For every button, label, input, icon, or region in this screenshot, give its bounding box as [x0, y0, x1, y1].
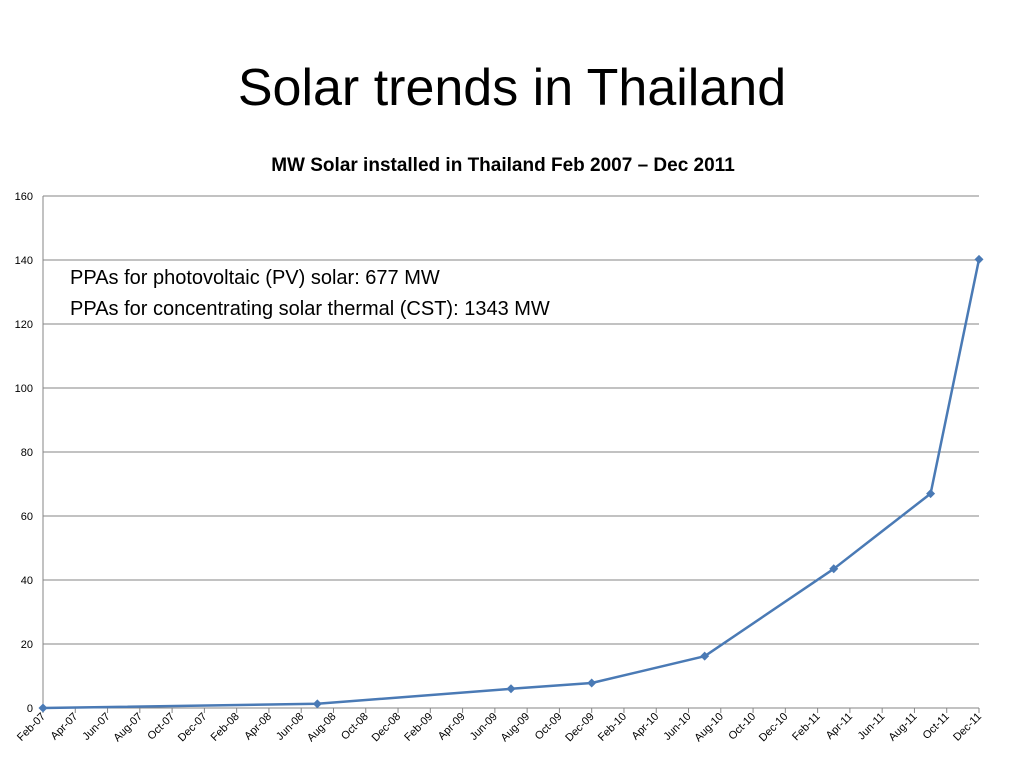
x-tick-label-16: Oct-09 — [533, 711, 565, 743]
x-tick-label-22: Oct-10 — [726, 711, 758, 743]
data-point-1 — [312, 699, 322, 709]
x-tick-label-6: Feb-08 — [209, 711, 242, 744]
x-tick-label-9: Aug-08 — [305, 711, 339, 745]
x-tick-label-18: Feb-10 — [596, 711, 629, 744]
annotation-cst: PPAs for concentrating solar thermal (CS… — [70, 298, 550, 320]
y-tick-label-20: 20 — [21, 639, 33, 651]
x-tick-label-26: Jun-11 — [856, 711, 888, 743]
x-tick-label-3: Aug-07 — [111, 711, 145, 745]
y-tick-label-60: 60 — [21, 511, 33, 523]
x-tick-label-10: Oct-08 — [339, 711, 371, 743]
chart-title: MW Solar installed in Thailand Feb 2007 … — [271, 155, 735, 176]
x-tick-label-12: Feb-09 — [402, 711, 435, 744]
x-tick-label-27: Aug-11 — [887, 711, 920, 744]
x-tick-label-19: Apr-10 — [630, 711, 662, 743]
data-point-4 — [700, 651, 710, 661]
y-tick-label-0: 0 — [27, 703, 33, 715]
data-point-3 — [587, 678, 597, 688]
data-point-2 — [506, 684, 516, 694]
y-tick-label-160: 160 — [15, 191, 33, 203]
x-tick-label-11: Dec-08 — [370, 711, 404, 745]
y-tick-label-80: 80 — [21, 447, 33, 459]
series-markers — [38, 254, 984, 713]
data-point-0 — [38, 703, 48, 713]
gridlines — [43, 195, 979, 645]
x-tick-label-23: Dec-10 — [757, 711, 791, 745]
x-tick-label-15: Aug-09 — [499, 711, 533, 745]
x-tick-label-25: Apr-11 — [824, 711, 855, 742]
annotation-pv: PPAs for photovoltaic (PV) solar: 677 MW — [70, 267, 440, 289]
y-tick-label-140: 140 — [15, 255, 33, 267]
x-tick-label-1: Apr-07 — [49, 711, 81, 743]
x-tick-label-8: Jun-08 — [274, 711, 306, 743]
slide-title: Solar trends in Thailand — [237, 59, 787, 117]
data-point-6 — [926, 489, 936, 499]
data-point-5 — [829, 564, 839, 574]
y-tick-label-100: 100 — [15, 383, 33, 395]
x-tick-label-0: Feb-07 — [15, 711, 48, 744]
x-tick-label-21: Aug-10 — [692, 711, 726, 745]
x-tick-label-2: Jun-07 — [80, 711, 112, 743]
x-tick-label-14: Jun-09 — [468, 711, 500, 743]
x-axis-ticks — [42, 708, 980, 713]
series-line — [42, 259, 981, 710]
y-tick-label-120: 120 — [15, 319, 33, 331]
y-tick-label-40: 40 — [21, 575, 33, 587]
x-tick-label-29: Dec-11 — [951, 711, 984, 744]
data-point-7 — [974, 254, 984, 264]
x-tick-label-4: Oct-07 — [145, 711, 177, 743]
x-tick-label-7: Apr-08 — [242, 711, 274, 743]
x-tick-label-20: Jun-10 — [661, 711, 693, 743]
x-tick-label-24: Feb-11 — [790, 711, 823, 744]
x-tick-label-13: Apr-09 — [436, 711, 468, 743]
x-tick-label-5: Dec-07 — [176, 711, 210, 745]
y-axis-tick-labels: 0 20 40 60 80 100 120 140 160 — [15, 191, 33, 715]
x-tick-label-17: Dec-09 — [563, 711, 597, 745]
x-tick-label-28: Oct-11 — [921, 711, 952, 742]
